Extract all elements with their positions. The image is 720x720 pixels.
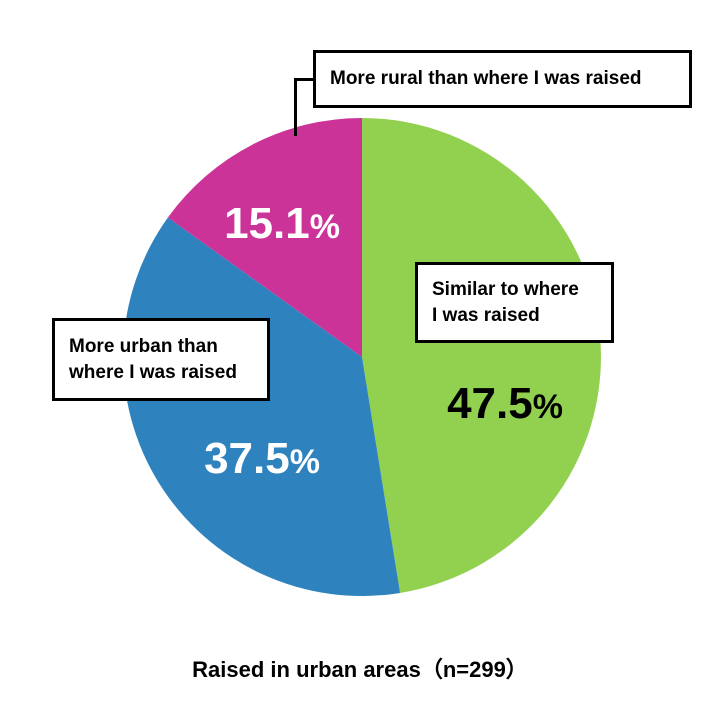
callout-line: Similar to where — [432, 278, 579, 300]
pie-slice — [123, 217, 401, 596]
pie-slices — [123, 118, 601, 596]
pie-slice — [167, 118, 362, 357]
leader-line — [294, 78, 297, 136]
percent-label: 47.5% — [447, 379, 563, 428]
pie-slice — [362, 118, 601, 593]
percent-labels: 47.5% 37.5% 15.1% — [204, 199, 563, 483]
percent-label: 37.5% — [204, 434, 320, 483]
leader-line — [294, 78, 314, 81]
callout-line: where I was raised — [69, 361, 237, 383]
callout-line: More rural than where I was raised — [330, 68, 642, 89]
chart-caption: Raised in urban areas（n=299） — [192, 657, 528, 682]
callout-more-rural: More rural than where I was raised — [313, 50, 692, 108]
callout-line: I was raised — [432, 304, 540, 326]
callout-similar: Similar to where I was raised — [415, 262, 614, 343]
callout-more-urban: More urban than where I was raised — [52, 318, 270, 401]
percent-label: 15.1% — [224, 199, 340, 248]
callout-line: More urban than — [69, 335, 218, 357]
